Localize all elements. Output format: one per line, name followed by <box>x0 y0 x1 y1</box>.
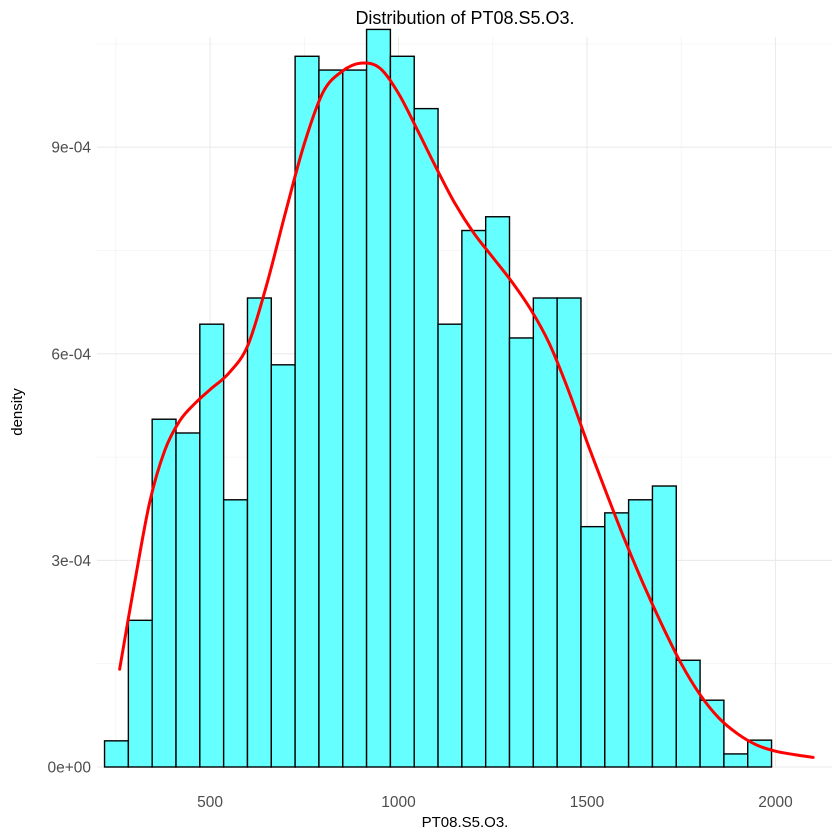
histogram-bar-13 <box>413 107 439 768</box>
histogram-bar-6 <box>246 297 272 768</box>
histogram-bar-21 <box>604 512 630 768</box>
x-tick-label-0: 500 <box>197 794 223 811</box>
histogram-bar-3 <box>175 432 201 768</box>
histogram-bar-7 <box>270 364 296 768</box>
y-tick-label-0: 0e+00 <box>47 760 91 777</box>
histogram-bar-1 <box>127 619 153 768</box>
y-tick-label-3: 9e-04 <box>51 140 91 157</box>
x-tick-label-2: 1500 <box>570 794 605 811</box>
density-curve <box>118 61 815 759</box>
histogram-bar-5 <box>222 499 249 768</box>
x-tick-label-1: 1000 <box>381 794 416 811</box>
histogram-bar-2 <box>151 418 177 768</box>
y-axis-tick-labels: 0e+00 3e-04 6e-04 9e-04 <box>47 140 91 777</box>
histogram-bars <box>103 28 773 768</box>
chart-title: Distribution of PT08.S5.O3. <box>355 8 574 28</box>
y-tick-label-2: 6e-04 <box>51 346 91 363</box>
histogram-bar-18 <box>532 297 558 768</box>
histogram-bar-9 <box>318 69 344 768</box>
histogram-bar-20 <box>580 525 606 768</box>
x-axis-tick-labels: 500 1000 1500 2000 <box>197 794 793 811</box>
x-axis-label: PT08.S5.O3. <box>422 814 509 831</box>
histogram-bar-10 <box>342 69 368 768</box>
histogram-bar-22 <box>627 499 654 768</box>
histogram-bar-12 <box>389 55 415 768</box>
y-axis-label: density <box>9 388 26 436</box>
histogram-bar-27 <box>747 739 773 768</box>
histogram-bar-11 <box>365 28 392 768</box>
histogram-bar-15 <box>461 229 487 768</box>
histogram-bar-16 <box>484 216 511 768</box>
x-tick-label-3: 2000 <box>758 794 793 811</box>
y-tick-label-1: 3e-04 <box>51 553 91 570</box>
histogram-bar-0 <box>103 740 130 768</box>
histogram-bar-17 <box>508 337 535 768</box>
histogram-bar-4 <box>199 323 225 768</box>
histogram-bar-14 <box>437 323 463 768</box>
histogram-bar-26 <box>723 753 749 768</box>
